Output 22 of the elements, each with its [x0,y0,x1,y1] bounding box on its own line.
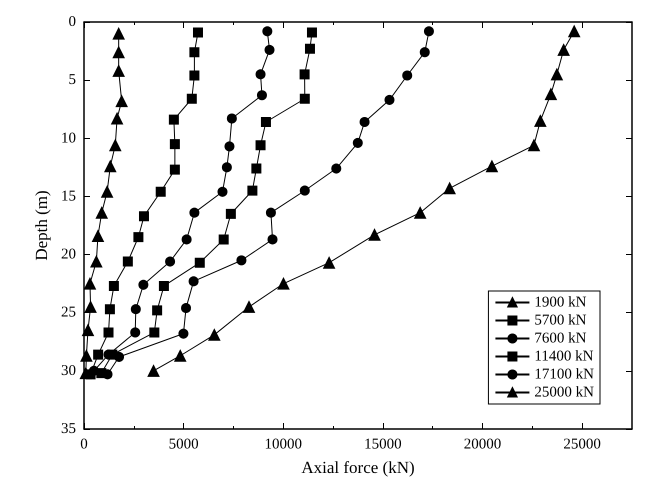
legend-label: 1900 kN [534,294,587,310]
legend-label: 7600 kN [534,330,587,346]
x-tick-label: 0 [80,436,88,452]
x-tick-label: 25000 [563,436,601,452]
y-tick-label: 15 [61,188,76,204]
legend-label: 17100 kN [534,366,594,382]
legend-label: 11400 kN [534,348,594,364]
y-tick-label: 20 [61,246,76,263]
y-axis-title: Depth (m) [32,190,52,261]
legend-label: 5700 kN [534,312,587,328]
y-tick-label: 10 [61,130,76,146]
x-tick-label: 10000 [264,436,302,452]
y-tick-label: 35 [61,421,76,437]
y-tick-label: 30 [61,362,76,379]
x-tick-label: 5000 [168,436,199,452]
y-tick-label: 5 [68,72,76,88]
x-axis-title: Axial force (kN) [301,458,415,477]
y-tick-label: 0 [68,14,76,30]
x-tick-label: 20000 [464,436,502,452]
legend-label: 25000 kN [534,384,594,400]
y-tick-label: 25 [61,304,76,321]
x-tick-label: 15000 [364,436,402,452]
